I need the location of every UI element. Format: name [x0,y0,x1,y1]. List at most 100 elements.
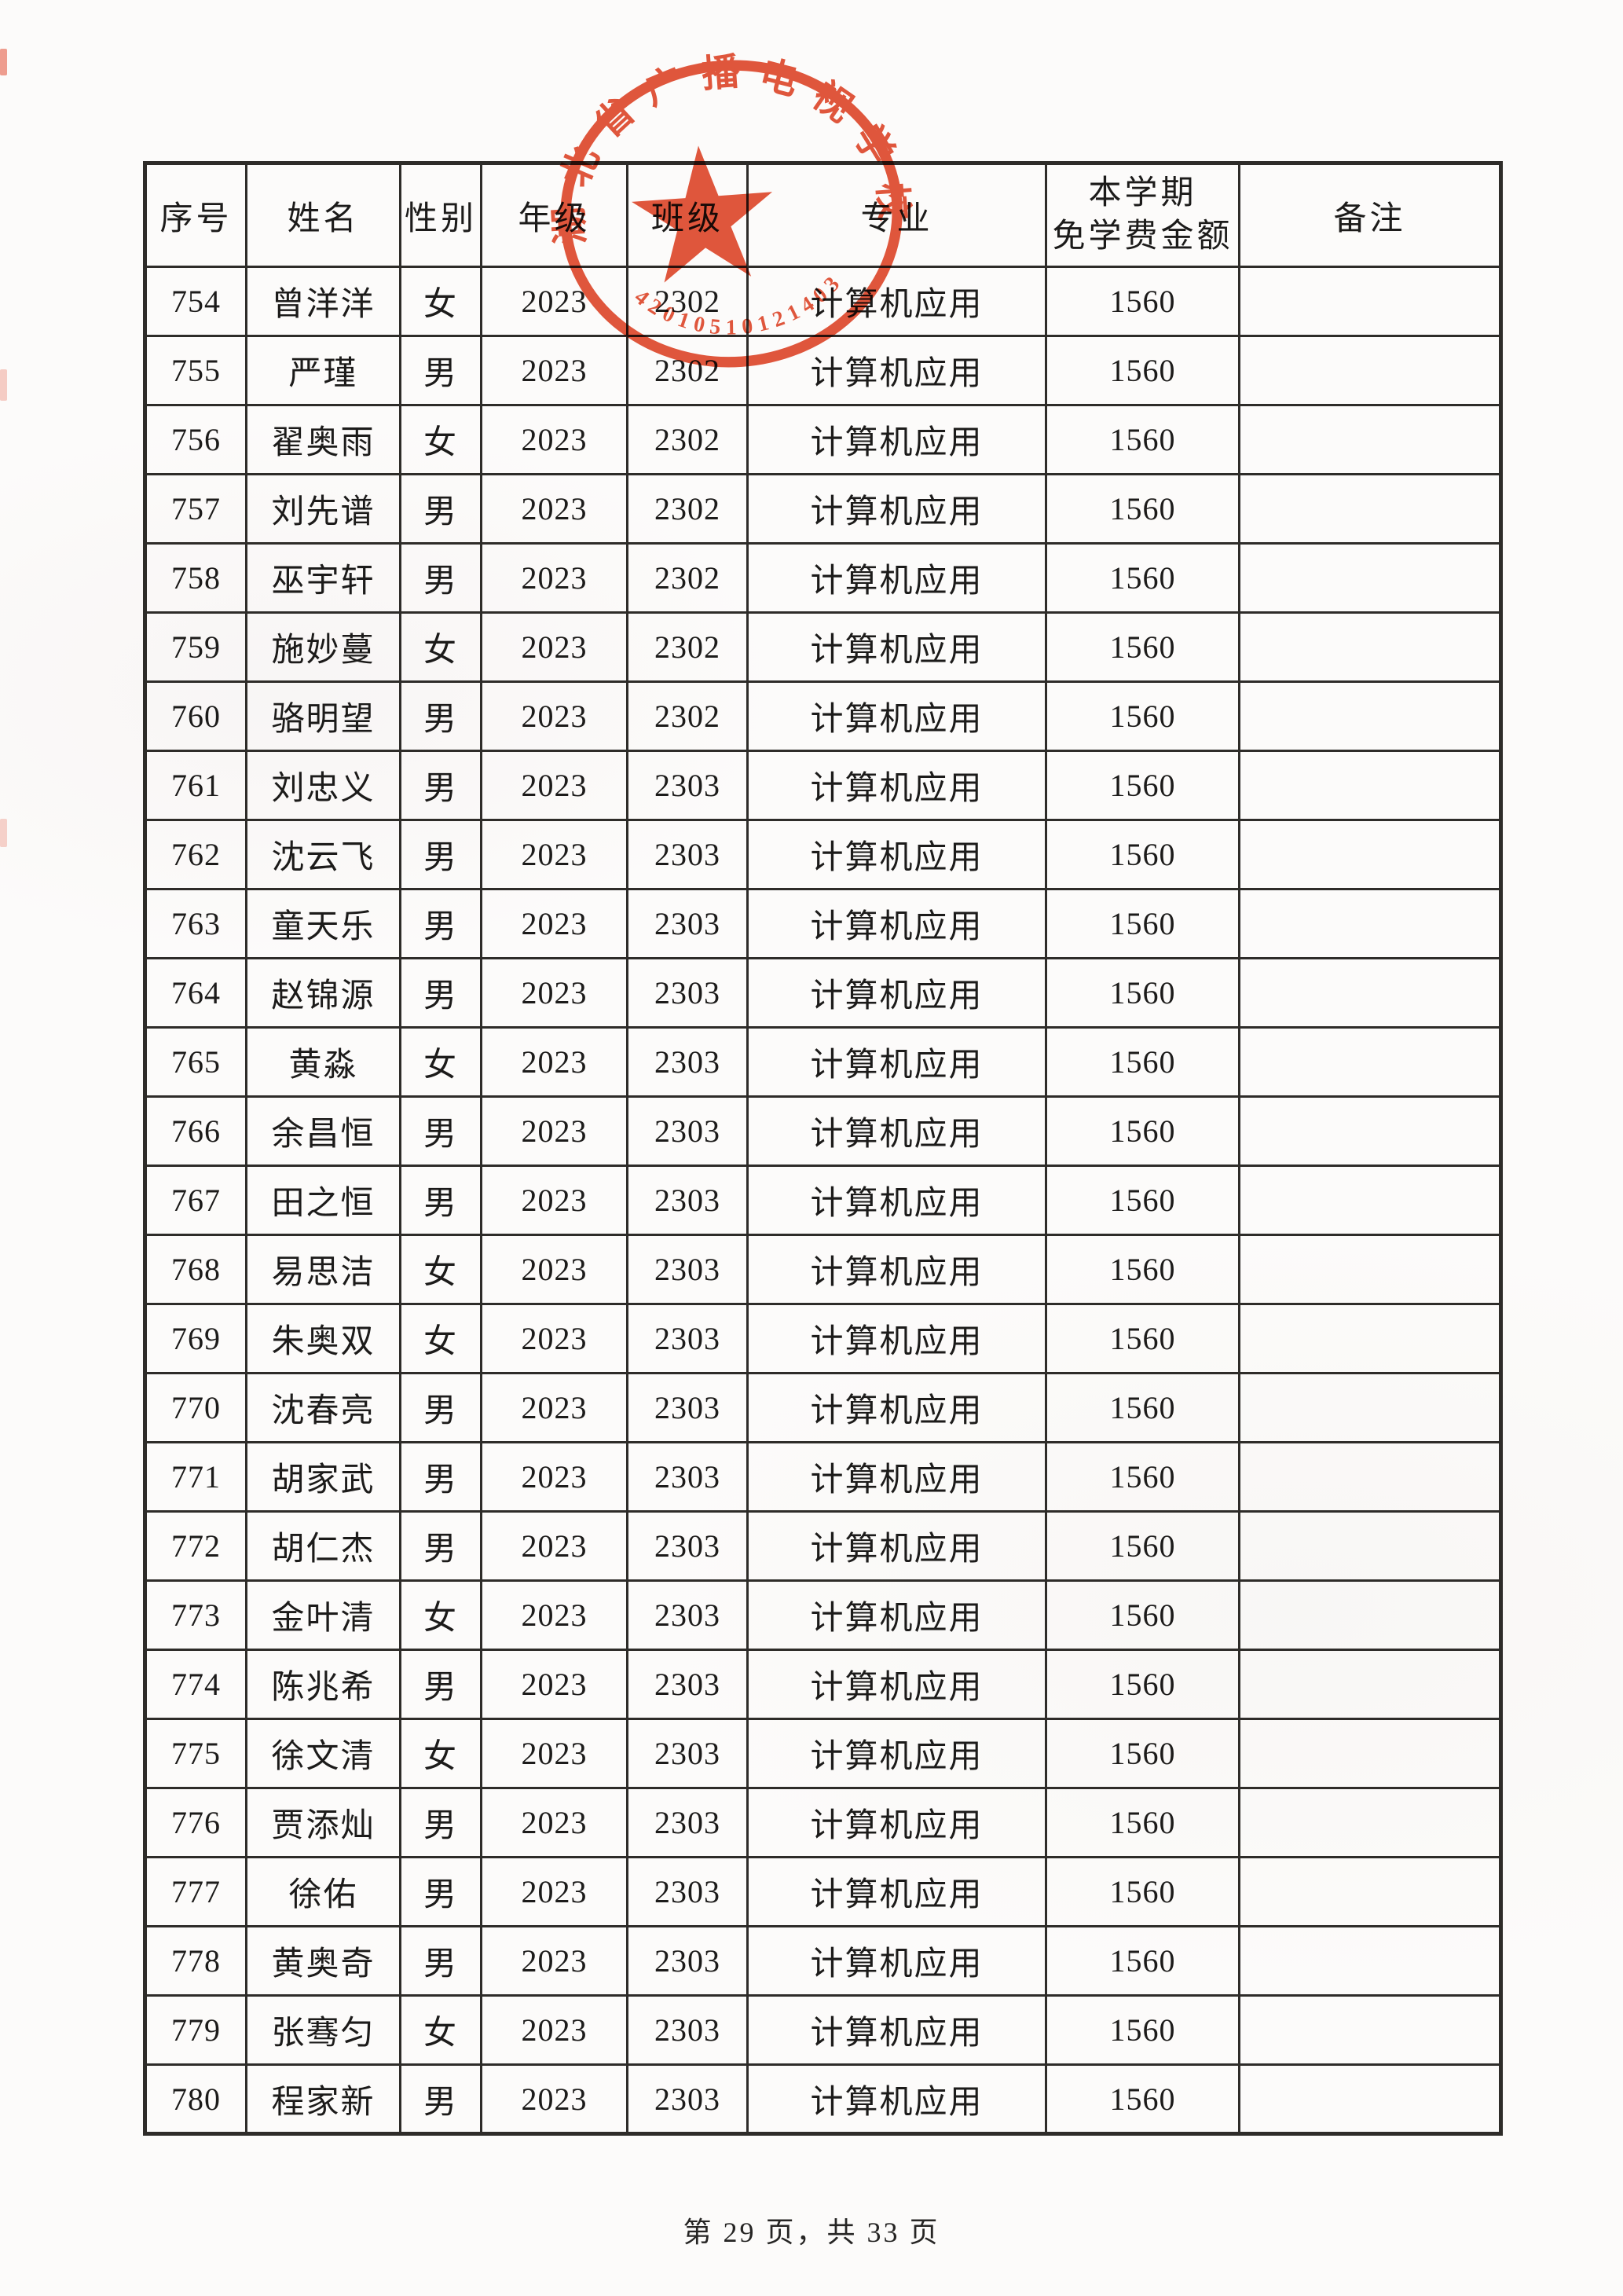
cell-class: 2303 [626,1303,749,1374]
cell-gender: 男 [399,957,482,1029]
cell-major: 计算机应用 [746,1649,1047,1720]
cell-remark [1238,266,1502,337]
cell-name: 黄奥奇 [245,1925,401,1997]
cell-gender: 男 [399,1441,482,1513]
cell-class: 2303 [626,957,749,1029]
table-row: 763 童天乐男 2023 2303 计算机应用 1560 [144,888,1502,959]
cell-amount: 1560 [1045,750,1240,821]
scan-artifact [0,369,7,401]
cell-gender: 男 [399,750,482,821]
cell-remark [1238,1925,1502,1997]
cell-remark [1238,1165,1502,1236]
cell-grade: 2023 [480,957,628,1029]
cell-amount: 1560 [1045,1925,1240,1997]
cell-major: 计算机应用 [746,1303,1047,1374]
cell-name: 田之恒 [245,1165,401,1236]
table-row: 775 徐文清女 2023 2303 计算机应用 1560 [144,1718,1502,1789]
table-row: 754 曾洋洋女 2023 2302 计算机应用 1560 [144,266,1502,337]
cell-serial: 779 [144,1994,247,2066]
cell-major: 计算机应用 [746,1718,1047,1789]
cell-major: 计算机应用 [746,611,1047,683]
cell-class: 2303 [626,1026,749,1098]
cell-grade: 2023 [480,266,628,337]
cell-serial: 775 [144,1718,247,1789]
cell-class: 2303 [626,1925,749,1997]
cell-major: 计算机应用 [746,2063,1047,2135]
table-row: 756 翟奥雨女 2023 2302 计算机应用 1560 [144,404,1502,475]
cell-serial: 767 [144,1165,247,1236]
cell-remark [1238,888,1502,959]
cell-name: 施妙蔓 [245,611,401,683]
cell-gender: 女 [399,1718,482,1789]
cell-amount: 1560 [1045,888,1240,959]
cell-name: 胡仁杰 [245,1510,401,1582]
cell-gender: 男 [399,1372,482,1443]
cell-remark [1238,1372,1502,1443]
cell-name: 朱奥双 [245,1303,401,1374]
cell-name: 骆明望 [245,680,401,752]
cell-gender: 男 [399,888,482,959]
header-major: 专业 [746,162,1047,268]
cell-amount: 1560 [1045,819,1240,890]
cell-grade: 2023 [480,1026,628,1098]
cell-grade: 2023 [480,2063,628,2135]
cell-serial: 765 [144,1026,247,1098]
cell-amount: 1560 [1045,1649,1240,1720]
table-row: 769 朱奥双女 2023 2303 计算机应用 1560 [144,1303,1502,1374]
cell-grade: 2023 [480,473,628,545]
cell-grade: 2023 [480,750,628,821]
cell-serial: 762 [144,819,247,890]
header-class: 班级 [626,162,749,268]
cell-class: 2302 [626,335,749,406]
cell-major: 计算机应用 [746,1372,1047,1443]
cell-remark [1238,1095,1502,1167]
cell-class: 2303 [626,1579,749,1651]
cell-grade: 2023 [480,1579,628,1651]
cell-class: 2303 [626,2063,749,2135]
cell-name: 刘先谱 [245,473,401,545]
cell-serial: 772 [144,1510,247,1582]
cell-name: 余昌恒 [245,1095,401,1167]
cell-gender: 男 [399,1165,482,1236]
header-serial: 序号 [144,162,247,268]
cell-remark [1238,1718,1502,1789]
cell-gender: 男 [399,1787,482,1858]
header-gender: 性别 [399,162,482,268]
page-footer: 第 29 页，共 33 页 [683,2217,940,2248]
cell-major: 计算机应用 [746,1095,1047,1167]
cell-major: 计算机应用 [746,1441,1047,1513]
cell-serial: 766 [144,1095,247,1167]
table-row: 764 赵锦源男 2023 2303 计算机应用 1560 [144,957,1502,1029]
cell-gender: 女 [399,1026,482,1098]
header-name: 姓名 [245,162,401,268]
cell-class: 2302 [626,404,749,475]
cell-serial: 778 [144,1925,247,1997]
cell-gender: 女 [399,404,482,475]
cell-remark [1238,1026,1502,1098]
table-row: 778 黄奥奇男 2023 2303 计算机应用 1560 [144,1925,1502,1997]
table-row: 767 田之恒男 2023 2303 计算机应用 1560 [144,1165,1502,1236]
cell-class: 2302 [626,680,749,752]
cell-gender: 男 [399,542,482,614]
cell-amount: 1560 [1045,473,1240,545]
cell-name: 程家新 [245,2063,401,2135]
cell-gender: 男 [399,1095,482,1167]
cell-gender: 男 [399,1649,482,1720]
cell-grade: 2023 [480,1856,628,1927]
cell-gender: 男 [399,1510,482,1582]
cell-amount: 1560 [1045,1372,1240,1443]
cell-serial: 771 [144,1441,247,1513]
cell-grade: 2023 [480,1649,628,1720]
cell-major: 计算机应用 [746,1787,1047,1858]
cell-gender: 女 [399,1994,482,2066]
cell-amount: 1560 [1045,335,1240,406]
cell-name: 巫宇轩 [245,542,401,614]
cell-serial: 755 [144,335,247,406]
cell-major: 计算机应用 [746,542,1047,614]
cell-grade: 2023 [480,542,628,614]
cell-grade: 2023 [480,1925,628,1997]
cell-gender: 男 [399,680,482,752]
table-row: 757 刘先谱男 2023 2302 计算机应用 1560 [144,473,1502,545]
cell-remark [1238,750,1502,821]
cell-major: 计算机应用 [746,1856,1047,1927]
